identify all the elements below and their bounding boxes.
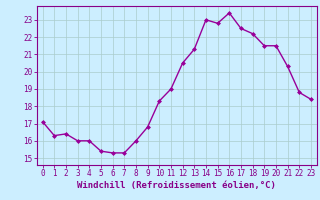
X-axis label: Windchill (Refroidissement éolien,°C): Windchill (Refroidissement éolien,°C)	[77, 181, 276, 190]
